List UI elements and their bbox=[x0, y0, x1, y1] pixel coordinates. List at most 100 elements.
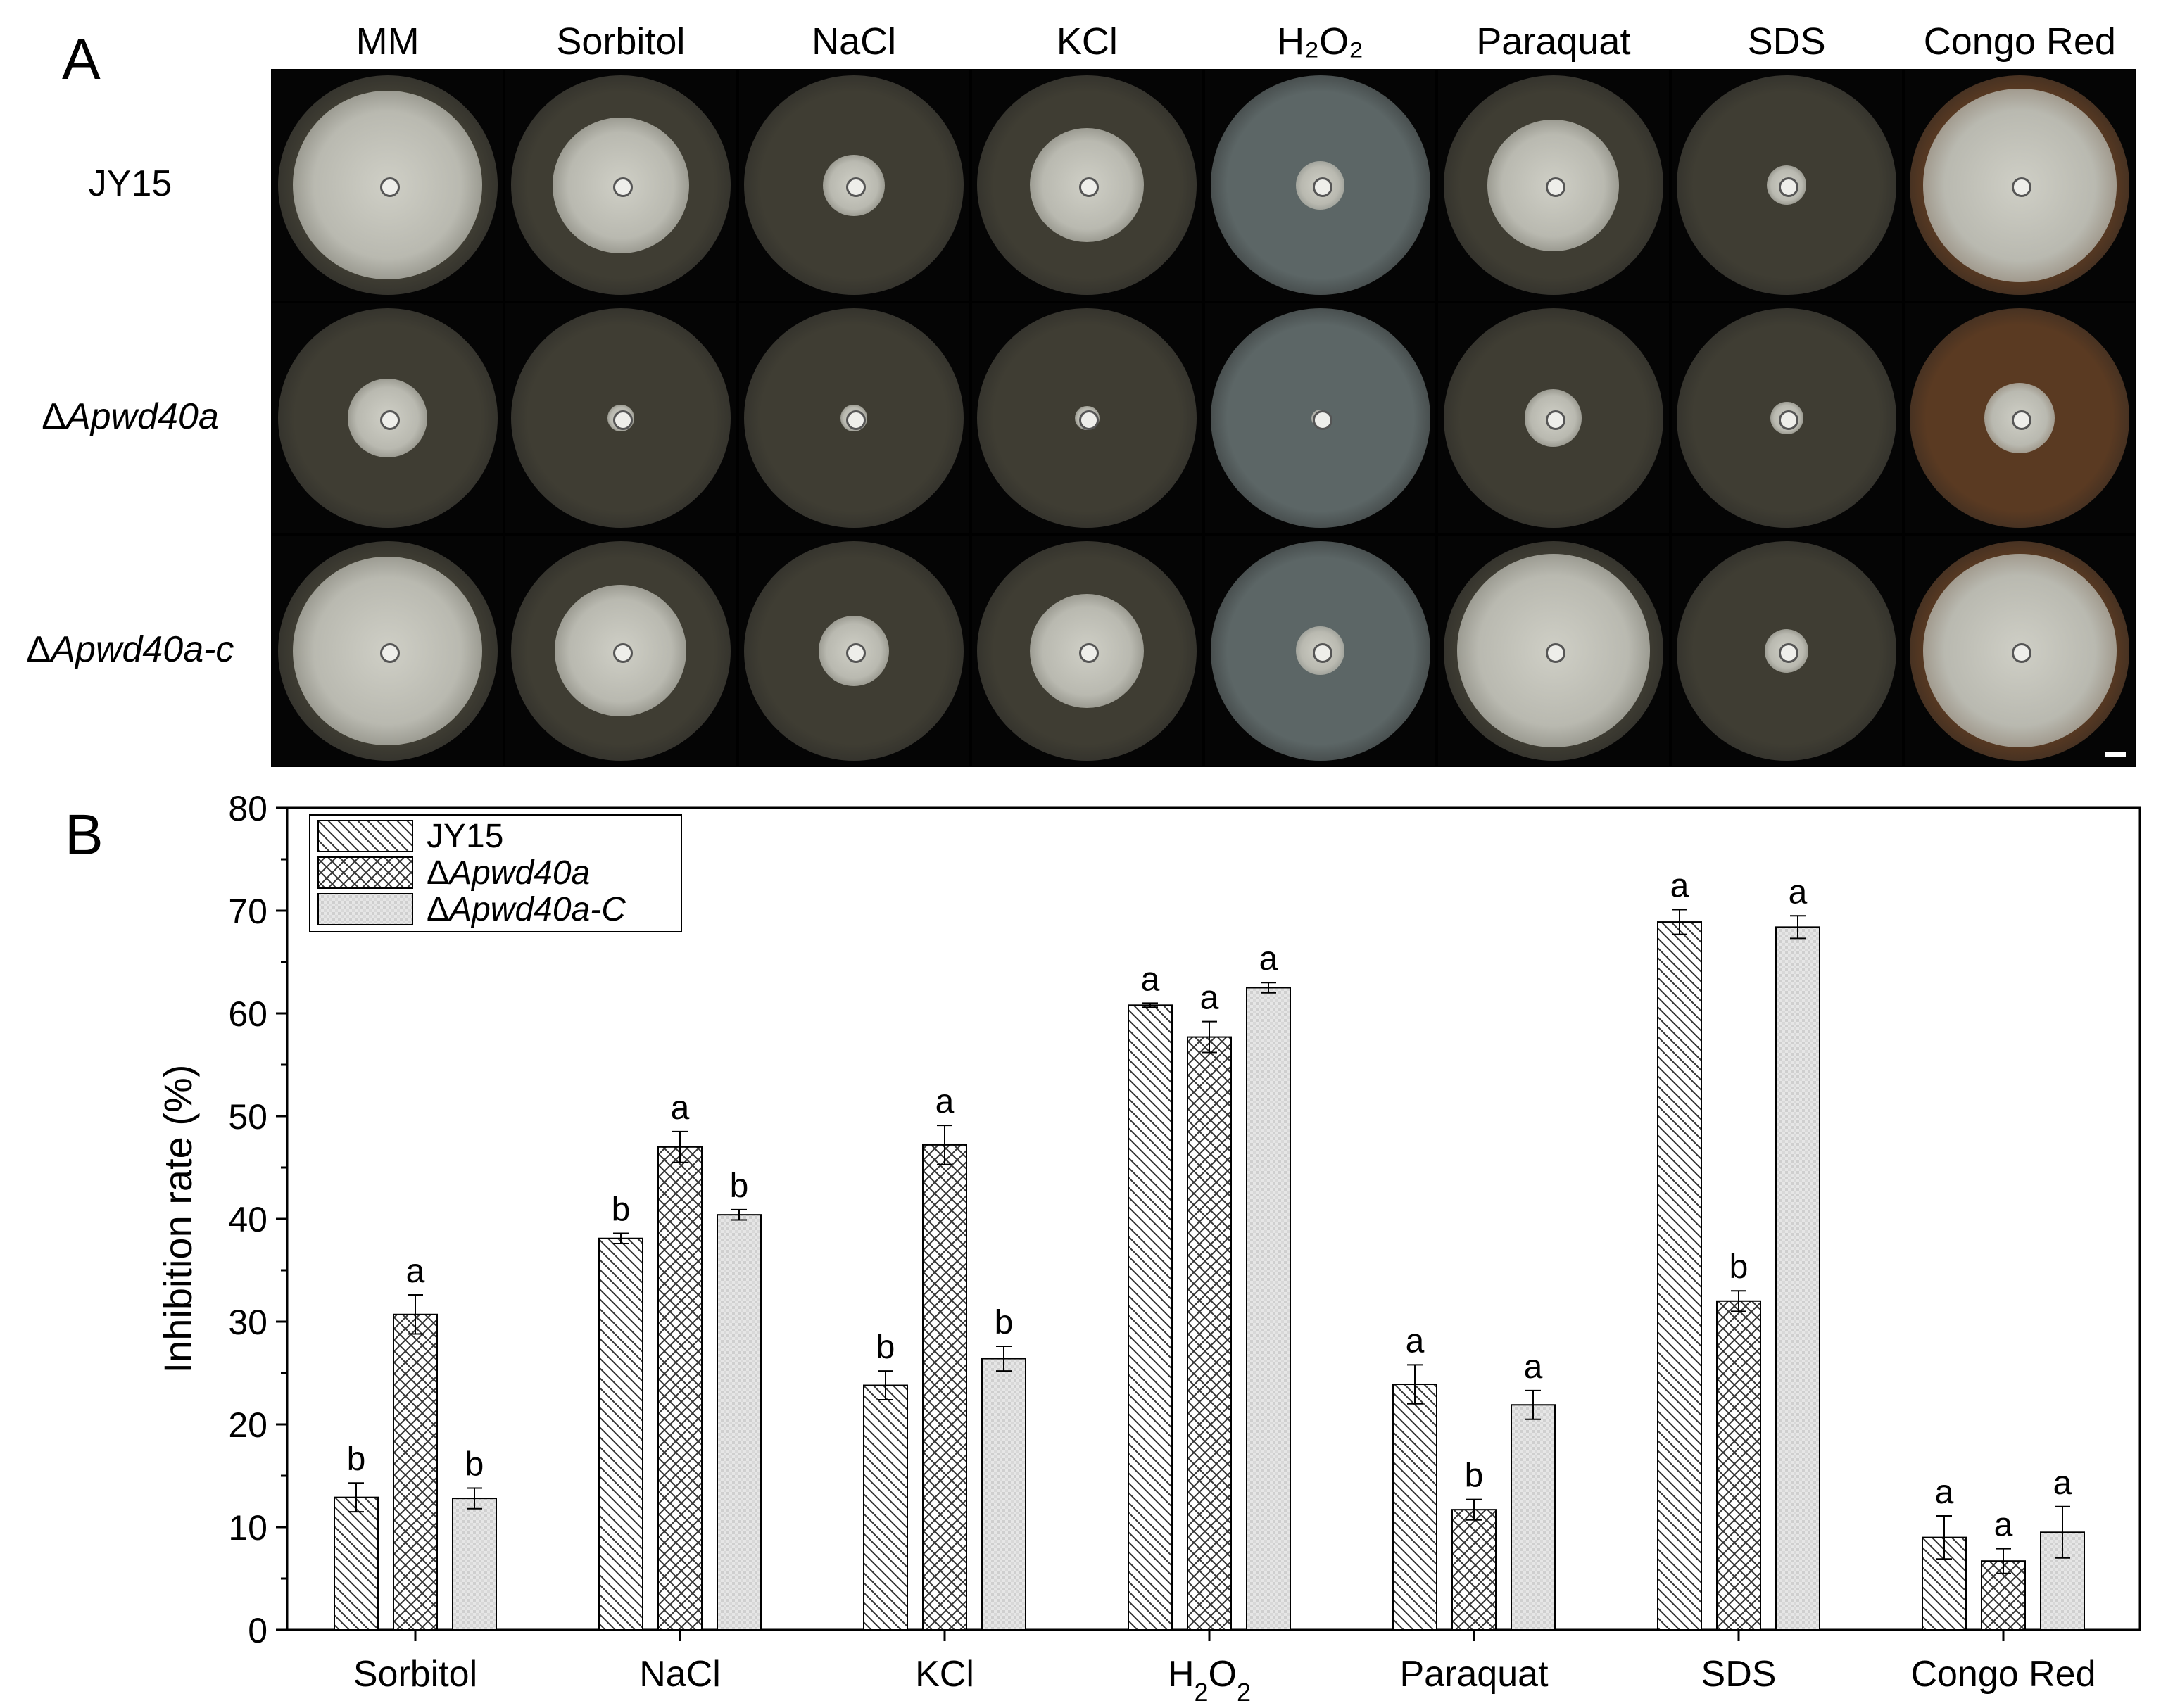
inoculum-plug bbox=[1312, 410, 1332, 431]
bar bbox=[922, 1144, 967, 1631]
bar bbox=[1451, 1509, 1497, 1631]
plate-photo bbox=[1671, 303, 1902, 533]
bar bbox=[393, 1313, 438, 1631]
bar bbox=[981, 1358, 1026, 1631]
inoculum-plug bbox=[379, 410, 400, 431]
legend-label: ΔApwd40a bbox=[427, 854, 590, 892]
bar bbox=[1511, 1404, 1556, 1631]
significance-letter: b bbox=[1465, 1457, 1484, 1495]
plate-column-header: MM bbox=[355, 20, 420, 63]
inoculum-plug bbox=[1079, 410, 1100, 431]
y-tick-label: 30 bbox=[228, 1303, 267, 1342]
y-tick-label: 10 bbox=[228, 1508, 267, 1548]
significance-letter: b bbox=[730, 1168, 749, 1205]
petri-dish bbox=[510, 540, 731, 761]
inoculum-plug bbox=[1312, 643, 1332, 663]
petri-dish bbox=[1677, 308, 1897, 529]
inoculum-plug bbox=[1312, 177, 1332, 198]
bar bbox=[1657, 921, 1702, 1631]
petri-dish bbox=[744, 540, 964, 761]
significance-letter: a bbox=[1524, 1348, 1543, 1386]
significance-letter: b bbox=[465, 1446, 484, 1484]
inoculum-plug bbox=[1779, 410, 1799, 431]
plate-photo bbox=[272, 303, 503, 533]
significance-letter: a bbox=[1670, 868, 1689, 905]
plate-column-header: NaCl bbox=[812, 20, 897, 63]
row-header-prefix: Δ bbox=[42, 396, 66, 438]
inoculum-plug bbox=[846, 643, 867, 663]
petri-dish bbox=[977, 540, 1197, 761]
plate-column-header: H₂O₂ bbox=[1277, 20, 1364, 63]
x-tick-label: SDS bbox=[1701, 1654, 1777, 1695]
petri-dish bbox=[277, 308, 498, 529]
petri-dish bbox=[977, 308, 1197, 529]
petri-dish bbox=[510, 308, 731, 529]
plate-column-header: Congo Red bbox=[1923, 20, 2116, 63]
bar bbox=[452, 1498, 497, 1631]
inoculum-plug bbox=[2012, 643, 2032, 663]
inoculum-plug bbox=[1545, 410, 1565, 431]
plate-photo bbox=[1438, 303, 1669, 533]
x-tick-label: KCl bbox=[915, 1654, 974, 1695]
petri-dish bbox=[744, 75, 964, 296]
plate-photo-grid bbox=[271, 69, 2136, 767]
row-header-label: JY15 bbox=[88, 163, 172, 205]
bar bbox=[334, 1496, 379, 1631]
significance-letter: a bbox=[1141, 961, 1160, 998]
plate-photo bbox=[971, 303, 1202, 533]
plate-photo bbox=[738, 536, 969, 766]
petri-dish bbox=[1677, 540, 1897, 761]
plate-photo bbox=[1671, 70, 1902, 301]
row-header-prefix: Δ bbox=[26, 628, 51, 670]
inoculum-plug bbox=[2012, 177, 2032, 198]
significance-letter: b bbox=[995, 1304, 1014, 1341]
plate-photo bbox=[272, 536, 503, 766]
plate-photo bbox=[1205, 536, 1436, 766]
petri-dish bbox=[1210, 308, 1430, 529]
significance-letter: a bbox=[1200, 980, 1219, 1017]
petri-dish bbox=[1910, 540, 2130, 761]
x-tick-label: NaCl bbox=[639, 1654, 721, 1695]
y-tick-label: 60 bbox=[228, 994, 267, 1034]
inoculum-plug bbox=[846, 410, 867, 431]
inoculum-plug bbox=[379, 177, 400, 198]
significance-letter: a bbox=[406, 1253, 425, 1290]
y-tick-label: 70 bbox=[228, 892, 267, 931]
plate-column-header: Sorbitol bbox=[556, 20, 686, 63]
inoculum-plug bbox=[1545, 643, 1565, 663]
bar bbox=[1246, 987, 1291, 1631]
plate-photo bbox=[738, 303, 969, 533]
plate-photo bbox=[1438, 536, 1669, 766]
plate-column-header: SDS bbox=[1747, 20, 1826, 63]
bar bbox=[717, 1214, 762, 1631]
plate-row-header: ΔApwd40a bbox=[0, 396, 260, 438]
plate-row-header: JY15 bbox=[0, 163, 260, 205]
plate-column-header: KCl bbox=[1056, 20, 1118, 63]
petri-dish bbox=[1910, 308, 2130, 529]
significance-letter: a bbox=[1935, 1474, 1954, 1511]
y-tick-label: 50 bbox=[228, 1097, 267, 1137]
petri-dish bbox=[977, 75, 1197, 296]
petri-dish bbox=[744, 308, 964, 529]
y-tick-label: 80 bbox=[228, 789, 267, 828]
petri-dish bbox=[1443, 308, 1663, 529]
inoculum-plug bbox=[1779, 177, 1799, 198]
inoculum-plug bbox=[612, 410, 633, 431]
significance-letter: a bbox=[671, 1089, 690, 1127]
plate-photo bbox=[505, 536, 736, 766]
petri-dish bbox=[510, 75, 731, 296]
legend-label: ΔApwd40a-C bbox=[427, 891, 626, 928]
bar bbox=[1716, 1300, 1761, 1631]
inoculum-plug bbox=[1545, 177, 1565, 198]
plate-column-header: Paraquat bbox=[1476, 20, 1631, 63]
significance-letter: a bbox=[935, 1083, 955, 1120]
significance-letter: b bbox=[876, 1329, 895, 1366]
inoculum-plug bbox=[1079, 643, 1100, 663]
panel-a-letter: A bbox=[62, 27, 101, 91]
petri-dish bbox=[277, 540, 498, 761]
panel-b-letter: B bbox=[65, 803, 103, 867]
inoculum-plug bbox=[379, 643, 400, 663]
y-tick-label: 0 bbox=[248, 1611, 267, 1650]
petri-dish bbox=[1443, 540, 1663, 761]
